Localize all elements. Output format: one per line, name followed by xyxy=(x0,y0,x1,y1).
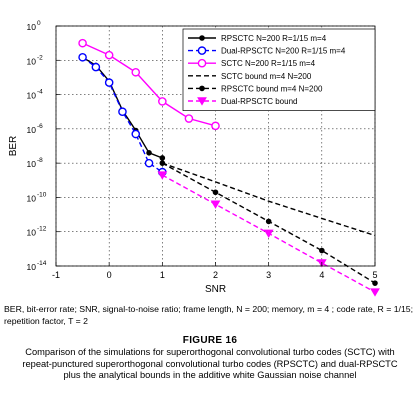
series-5-point xyxy=(159,160,166,166)
y-tick-label: 10 xyxy=(27,91,37,101)
legend-marker-1 xyxy=(199,35,205,41)
series-3-point xyxy=(104,50,114,60)
y-tick-label: 10 xyxy=(27,193,37,203)
series-5-point xyxy=(212,189,219,196)
series-6-point xyxy=(370,288,380,297)
y-tick-exponent: -4 xyxy=(37,89,43,96)
x-axis-label: SNR xyxy=(205,284,226,295)
series-3-point xyxy=(184,114,194,123)
y-tick-exponent: 0 xyxy=(37,20,41,27)
series-2-point xyxy=(78,52,87,62)
series-5-point xyxy=(372,280,378,286)
series-line-4 xyxy=(162,162,376,237)
x-tick-label: 3 xyxy=(266,270,271,280)
legend-marker-3 xyxy=(197,58,207,68)
y-tick-exponent: -6 xyxy=(37,123,43,130)
series-3-point xyxy=(211,121,220,131)
legend-label-4: SCTC bound m=4 N=200 xyxy=(221,72,312,81)
x-tick-label: -1 xyxy=(52,270,60,280)
figure-caption-text: Comparison of the simulations for supero… xyxy=(22,347,398,381)
series-2-point xyxy=(118,107,127,117)
x-tick-label: 4 xyxy=(319,270,324,280)
series-2-point xyxy=(91,62,101,72)
x-tick-label: 0 xyxy=(107,270,112,280)
legend-label-1: RPSCTC N=200 R=1/15 m=4 xyxy=(221,34,327,43)
series-6-point xyxy=(263,229,274,238)
legend-marker-6 xyxy=(197,97,207,106)
series-line-3 xyxy=(82,42,216,127)
series-5-point xyxy=(319,247,325,254)
series-3-point xyxy=(131,67,141,77)
y-tick-exponent: -12 xyxy=(37,226,47,233)
legend-label-2: Dual-RPSCTC N=200 R=1/15 m=4 xyxy=(221,47,346,56)
y-tick-label: 10 xyxy=(27,125,37,135)
y-tick-label: 10 xyxy=(27,56,37,66)
series-2-point xyxy=(131,129,141,139)
legend-box xyxy=(182,28,376,111)
x-tick-label: 5 xyxy=(372,270,377,280)
y-tick-label: 10 xyxy=(27,262,37,272)
x-tick-label: 1 xyxy=(160,270,165,280)
chart-legend: RPSCTC N=200 R=1/15 m=4 Dual-RPSCTC N=200… xyxy=(182,28,376,111)
series-1-point xyxy=(159,155,166,161)
legend-marker-5 xyxy=(199,85,205,92)
series-1-point xyxy=(146,150,152,156)
chart-series xyxy=(78,38,380,297)
series-6-point xyxy=(157,171,168,180)
series-6-point xyxy=(210,200,221,209)
y-tick-label: 10 xyxy=(27,228,37,238)
series-2-point xyxy=(144,158,154,168)
y-tick-exponent: -10 xyxy=(37,191,47,198)
y-tick-exponent: -14 xyxy=(37,260,47,267)
x-tick-label: 2 xyxy=(213,270,218,280)
y-axis-label: BER xyxy=(8,136,19,157)
figure-label: FIGURE 16 xyxy=(182,335,238,346)
abbreviations-note: BER, bit-error rate; SNR, signal-to-nois… xyxy=(4,304,414,326)
series-3-point xyxy=(78,38,87,48)
legend-label-6: Dual-RPSCTC bound xyxy=(221,97,297,106)
y-tick-label: 10 xyxy=(27,22,37,32)
series-3-point xyxy=(158,97,167,106)
y-tick-exponent: -8 xyxy=(37,157,43,164)
legend-marker-2 xyxy=(197,46,207,55)
series-5-point xyxy=(265,218,272,225)
legend-label-5: RPSCTC bound m=4 N=200 xyxy=(221,84,323,93)
y-tick-label: 10 xyxy=(27,159,37,169)
series-2-point xyxy=(104,78,114,87)
figure-caption-block: BER, bit-error rate; SNR, signal-to-nois… xyxy=(4,304,416,382)
y-tick-exponent: -2 xyxy=(37,54,43,61)
legend-label-3: SCTC N=200 R=1/15 m=4 xyxy=(221,59,316,68)
